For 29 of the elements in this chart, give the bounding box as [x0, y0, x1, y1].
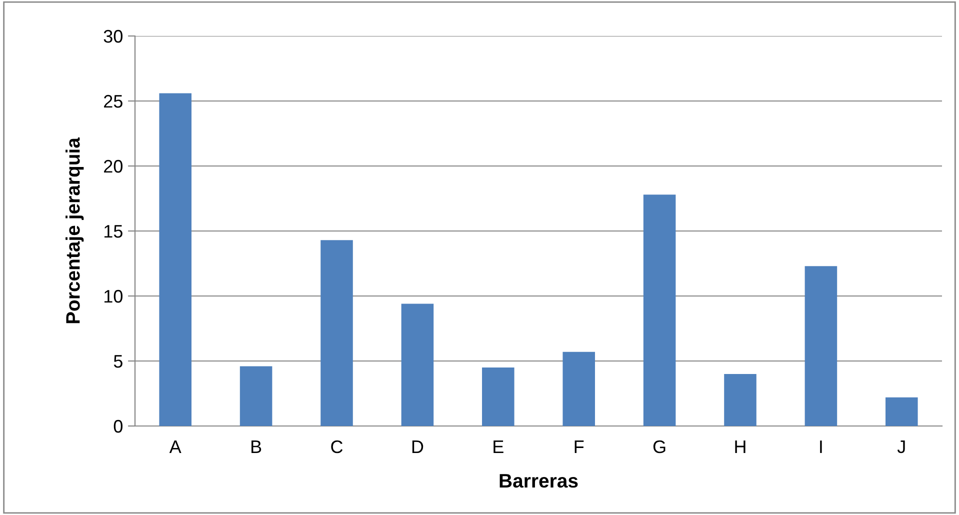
bar	[724, 374, 756, 426]
bar	[643, 194, 676, 426]
x-tick-label: D	[412, 440, 424, 453]
x-tick-label: C	[331, 440, 343, 454]
y-tick-label: 15	[104, 225, 122, 238]
y-tick-label: 0	[114, 420, 122, 433]
x-tick-label: I	[820, 440, 822, 453]
x-tick-label: H	[735, 440, 746, 453]
x-tick-label: B	[252, 440, 262, 453]
bar	[240, 366, 272, 426]
bar	[886, 397, 918, 426]
y-tick-label: 20	[104, 160, 122, 173]
y-tick-label: 5	[114, 355, 122, 368]
x-tick-label: J	[897, 440, 905, 454]
y-axis-title: Porcentaje jerarquia	[66, 137, 84, 324]
x-tick-label: F	[574, 440, 584, 453]
bar	[401, 304, 434, 426]
y-tick-label: 30	[104, 30, 122, 43]
x-tick-label: A	[169, 440, 182, 453]
y-tick-label: 25	[104, 94, 122, 108]
x-tick-label: E	[494, 440, 504, 453]
bar	[159, 93, 192, 426]
bar	[804, 266, 838, 426]
y-tick-label: 10	[104, 290, 122, 303]
x-tick-label: G	[653, 440, 666, 454]
bar	[482, 368, 514, 426]
x-axis-title: Barreras	[500, 474, 578, 488]
bar	[562, 352, 595, 426]
bar	[320, 240, 353, 426]
